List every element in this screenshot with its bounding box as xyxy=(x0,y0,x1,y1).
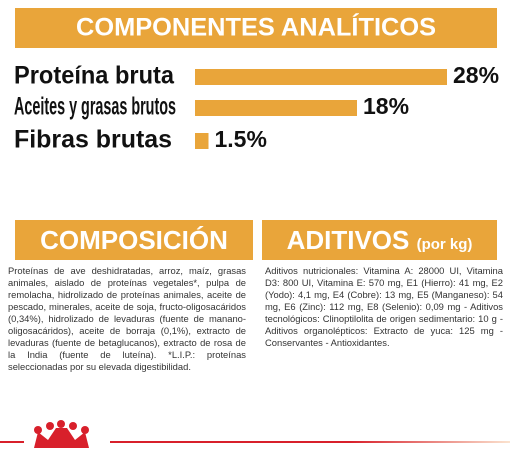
footer-line xyxy=(110,441,510,443)
value-label: 18% xyxy=(363,93,409,119)
category-label: Aceites y grasas brutos xyxy=(14,93,176,121)
bar xyxy=(195,133,209,149)
bar xyxy=(195,69,447,85)
category-label: Proteína bruta xyxy=(14,62,175,90)
logo xyxy=(34,420,89,448)
value-label: 28% xyxy=(453,62,499,88)
additives-text: Aditivos nutricionales: Vitamina A: 2800… xyxy=(265,265,503,348)
footer-line xyxy=(0,441,24,443)
additives-banner: ADITIVOS (por kg) xyxy=(262,220,497,260)
additives-subtitle: (por kg) xyxy=(416,236,473,253)
composition-text: Proteínas de ave deshidratadas, arroz, m… xyxy=(8,265,246,372)
composition-title: COMPOSICIÓN xyxy=(15,220,253,260)
bar xyxy=(195,100,357,116)
additives-title: ADITIVOS xyxy=(286,225,410,255)
value-label: 1.5% xyxy=(215,126,267,152)
category-label: Fibras brutas xyxy=(14,126,172,154)
title-banner xyxy=(15,8,497,48)
chart-title: COMPONENTES ANALÍTICOS xyxy=(76,13,436,42)
